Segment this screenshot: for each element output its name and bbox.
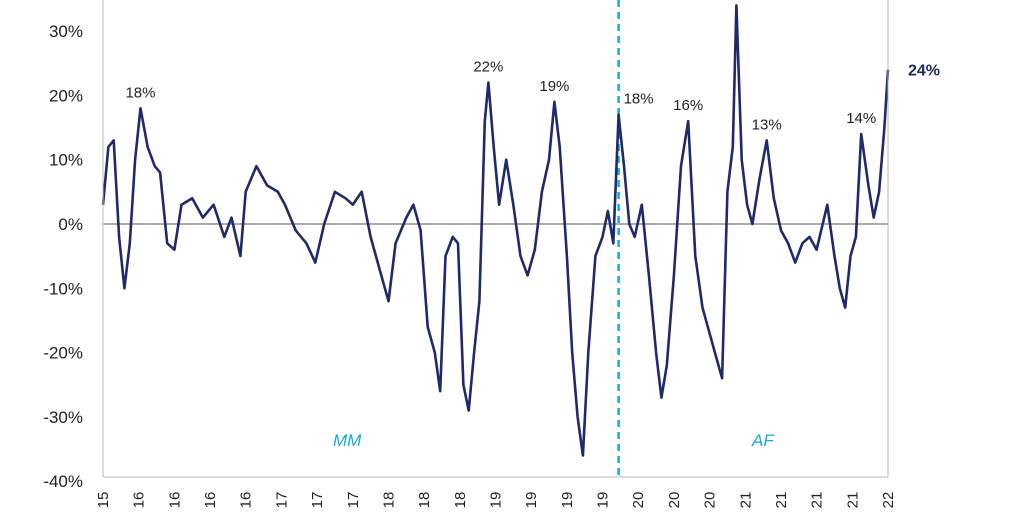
x-tick-label: 15	[95, 492, 112, 509]
x-tick-label: 19	[559, 492, 576, 509]
x-tick-label: 19	[523, 492, 540, 509]
x-tick-label: 20	[666, 492, 683, 509]
x-tick-label: 18	[380, 492, 397, 509]
x-tick-label: 19	[488, 492, 505, 509]
x-tick-label: 17	[309, 492, 326, 509]
x-tick-label: 17	[345, 492, 362, 509]
y-tick-label: -40%	[43, 472, 83, 491]
x-tick-label: 21	[737, 492, 754, 509]
peak-annotation: 18%	[624, 91, 654, 108]
y-tick-label: -20%	[43, 344, 83, 363]
peak-annotation: 16%	[673, 97, 703, 114]
peak-annotation: 19%	[539, 78, 569, 95]
last-value-label: 24%	[908, 63, 940, 80]
x-tick-label: 16	[238, 492, 255, 509]
x-tick-label: 22	[880, 492, 897, 509]
peak-annotation: 22%	[473, 59, 503, 76]
x-tick-label: 16	[202, 492, 219, 509]
x-tick-label: 21	[809, 492, 826, 509]
x-tick-label: 19	[595, 492, 612, 509]
x-tick-label: 18	[452, 492, 469, 509]
x-tick-label: 16	[166, 492, 183, 509]
x-tick-label: 18	[416, 492, 433, 509]
x-tick-label: 17	[273, 492, 290, 509]
y-tick-label: 30%	[49, 22, 83, 41]
peak-annotation: 13%	[752, 116, 782, 133]
y-tick-label: -10%	[43, 279, 83, 298]
x-tick-label: 21	[844, 492, 861, 509]
y-tick-label: 10%	[49, 151, 83, 170]
x-tick-label: 20	[630, 492, 647, 509]
x-tick-label: 16	[131, 492, 148, 509]
y-tick-label: 20%	[49, 86, 83, 105]
peak-annotation: 18%	[125, 84, 155, 101]
y-tick-label: 0%	[58, 215, 83, 234]
peak-annotations: 18% 22% 19% 18% 16% 13% 14%	[125, 59, 876, 134]
period-label-right: AF	[751, 431, 775, 450]
period-label-left: MM	[333, 431, 362, 450]
x-tick-label: 21	[773, 492, 790, 509]
y-tick-label: -30%	[43, 408, 83, 427]
y-axis-ticks: 30% 20% 10% 0% -10% -20% -30% -40%	[43, 22, 83, 491]
peak-annotation: 14%	[846, 110, 876, 127]
x-axis-ticks: 15 16 16 16 16 17 17 17 18 18 18 19 19 19 19 20 20 20 21 21…	[95, 492, 897, 509]
series-line	[101, 4, 890, 457]
x-tick-label: 20	[702, 492, 719, 509]
